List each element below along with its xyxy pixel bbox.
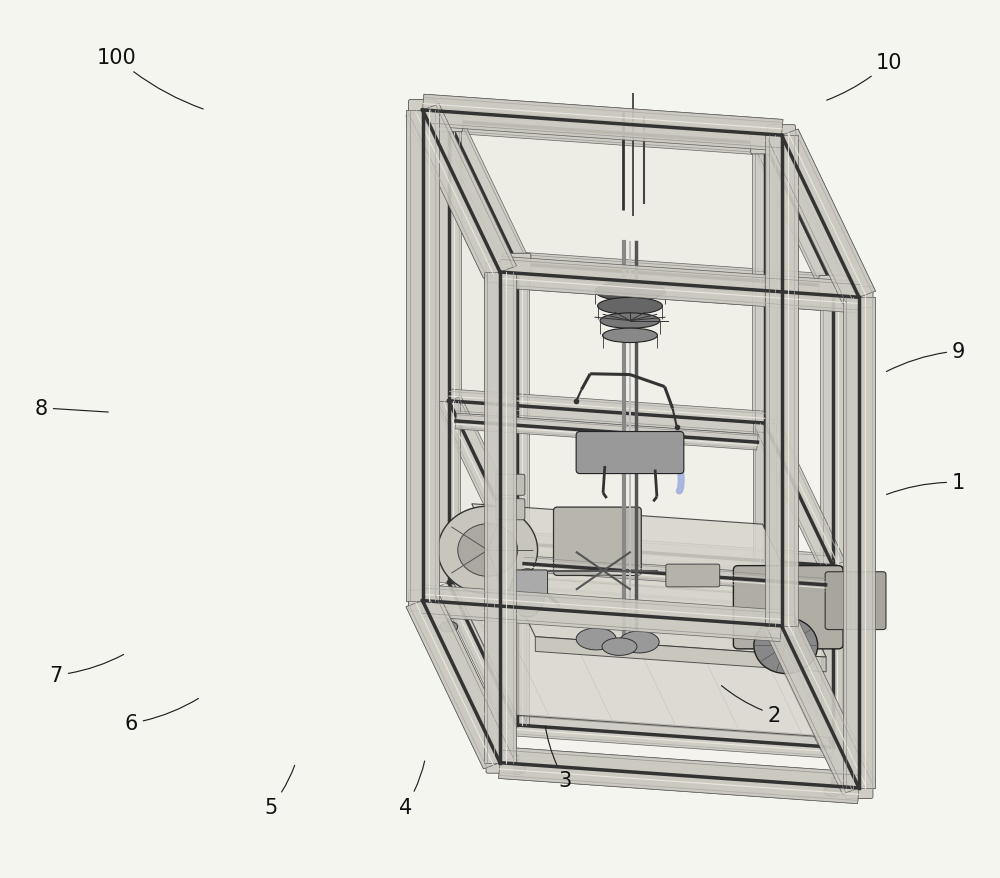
Polygon shape — [765, 620, 876, 794]
Polygon shape — [448, 111, 766, 156]
FancyBboxPatch shape — [435, 112, 463, 133]
FancyBboxPatch shape — [733, 566, 843, 649]
Polygon shape — [499, 747, 860, 803]
Polygon shape — [436, 397, 529, 549]
FancyBboxPatch shape — [825, 572, 886, 630]
Polygon shape — [448, 572, 766, 615]
Polygon shape — [484, 273, 516, 763]
Polygon shape — [421, 586, 783, 642]
Polygon shape — [406, 594, 517, 769]
Ellipse shape — [598, 299, 662, 315]
Polygon shape — [516, 714, 834, 759]
Polygon shape — [516, 532, 834, 578]
Ellipse shape — [438, 507, 538, 594]
Ellipse shape — [600, 313, 660, 329]
Polygon shape — [406, 104, 517, 279]
FancyBboxPatch shape — [768, 615, 795, 637]
FancyBboxPatch shape — [576, 432, 684, 474]
Polygon shape — [423, 111, 500, 763]
Polygon shape — [500, 273, 859, 788]
FancyBboxPatch shape — [496, 500, 525, 520]
FancyBboxPatch shape — [486, 263, 514, 284]
Polygon shape — [421, 586, 783, 642]
Polygon shape — [423, 111, 859, 298]
Ellipse shape — [602, 638, 637, 656]
Polygon shape — [406, 111, 439, 601]
Polygon shape — [765, 130, 876, 304]
Polygon shape — [406, 104, 517, 279]
Polygon shape — [843, 298, 875, 788]
Polygon shape — [820, 287, 845, 566]
Polygon shape — [484, 273, 516, 763]
Polygon shape — [516, 253, 834, 299]
Polygon shape — [448, 390, 766, 435]
Polygon shape — [436, 122, 461, 401]
Ellipse shape — [508, 764, 526, 774]
Ellipse shape — [595, 282, 665, 301]
FancyBboxPatch shape — [503, 254, 531, 275]
FancyBboxPatch shape — [666, 565, 720, 587]
Polygon shape — [505, 543, 529, 725]
FancyBboxPatch shape — [845, 778, 873, 799]
Polygon shape — [765, 620, 876, 794]
Polygon shape — [437, 401, 460, 583]
FancyBboxPatch shape — [409, 100, 436, 121]
Polygon shape — [472, 504, 826, 658]
Text: 5: 5 — [264, 766, 295, 817]
Polygon shape — [752, 144, 777, 423]
Text: 6: 6 — [124, 699, 198, 733]
Polygon shape — [821, 566, 844, 747]
Polygon shape — [499, 747, 860, 803]
Polygon shape — [437, 579, 528, 730]
Text: 2: 2 — [722, 686, 781, 724]
Polygon shape — [843, 298, 875, 788]
Polygon shape — [753, 601, 844, 752]
FancyBboxPatch shape — [496, 475, 525, 496]
Text: 4: 4 — [399, 761, 425, 817]
Polygon shape — [436, 118, 529, 269]
Circle shape — [754, 618, 818, 673]
Polygon shape — [421, 95, 783, 152]
Text: 8: 8 — [35, 399, 108, 418]
Text: 100: 100 — [96, 48, 203, 110]
Polygon shape — [455, 414, 758, 450]
Ellipse shape — [458, 524, 518, 577]
Ellipse shape — [824, 787, 842, 796]
Text: 10: 10 — [827, 53, 902, 101]
Ellipse shape — [756, 644, 774, 654]
Ellipse shape — [510, 569, 545, 617]
Polygon shape — [449, 573, 833, 738]
Ellipse shape — [619, 631, 659, 653]
Polygon shape — [423, 111, 782, 626]
Polygon shape — [752, 140, 845, 291]
Polygon shape — [504, 264, 529, 543]
Polygon shape — [752, 419, 845, 571]
Polygon shape — [765, 130, 876, 304]
Text: 1: 1 — [887, 472, 965, 495]
FancyBboxPatch shape — [751, 133, 779, 155]
Polygon shape — [535, 637, 826, 672]
Polygon shape — [406, 111, 439, 601]
FancyBboxPatch shape — [554, 507, 641, 576]
FancyBboxPatch shape — [819, 277, 847, 297]
Polygon shape — [765, 136, 798, 626]
Ellipse shape — [576, 629, 616, 650]
Polygon shape — [753, 423, 776, 605]
Polygon shape — [499, 257, 860, 313]
Text: 3: 3 — [545, 726, 571, 790]
Polygon shape — [523, 556, 826, 593]
FancyBboxPatch shape — [768, 126, 795, 147]
Polygon shape — [765, 136, 798, 626]
Text: 9: 9 — [886, 342, 965, 372]
Text: 7: 7 — [50, 655, 124, 686]
Ellipse shape — [603, 328, 657, 343]
FancyBboxPatch shape — [409, 590, 436, 611]
Polygon shape — [421, 95, 783, 152]
FancyBboxPatch shape — [486, 752, 514, 774]
Polygon shape — [406, 594, 517, 769]
Polygon shape — [499, 257, 860, 313]
Ellipse shape — [440, 622, 458, 632]
FancyBboxPatch shape — [845, 287, 873, 308]
FancyBboxPatch shape — [514, 571, 548, 595]
